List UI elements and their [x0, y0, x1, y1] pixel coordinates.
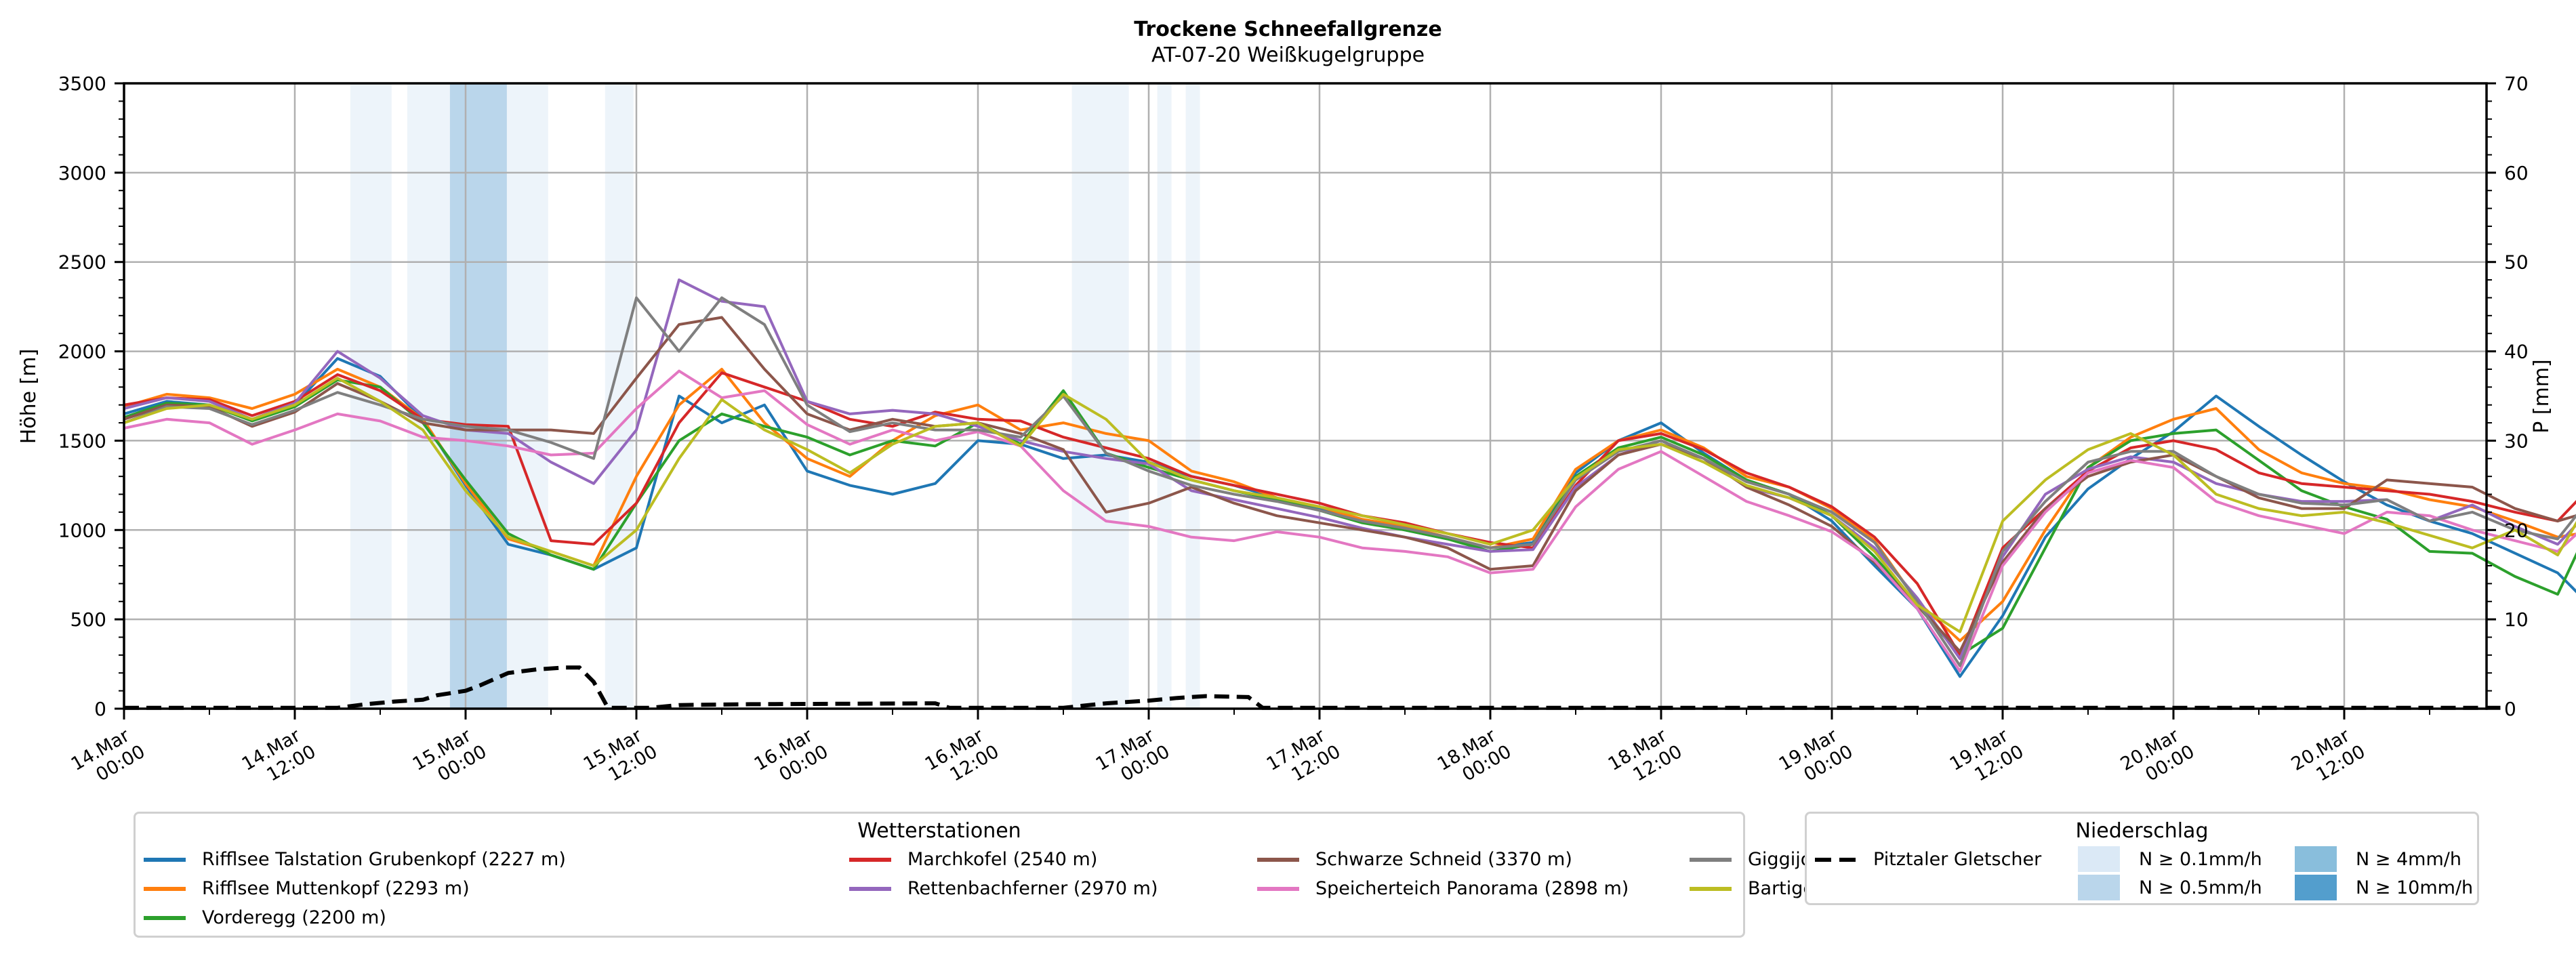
y-tick-label-right: 0: [2504, 698, 2516, 720]
legend-item-label: N ≥ 4mm/h: [2356, 848, 2461, 870]
y-tick-label-right: 20: [2504, 519, 2529, 541]
legend-item-precip-level: N ≥ 0.1mm/h: [2078, 846, 2262, 872]
chart-subtitle: AT-07-20 Weißkugelgruppe: [1151, 43, 1425, 67]
axes-frame: [123, 82, 2488, 710]
legend-item-station: Vorderegg (2200 m): [144, 907, 386, 928]
legend-item-pitztaler-gletscher: Pitztaler Gletscher: [1815, 849, 2041, 870]
precip-legend: Niederschlag Pitztaler Gletscher N ≥ 0.1…: [1805, 812, 2479, 905]
y-tick-label-left: 2500: [58, 251, 106, 274]
series-line-4: [123, 278, 2576, 661]
y-tick-label-left: 3500: [58, 72, 106, 95]
legend-item-label: Rettenbachferner (2970 m): [907, 878, 1158, 899]
y-axis-label-left: Höhe [m]: [17, 349, 41, 444]
legend-item-label: Speicherteich Panorama (2898 m): [1315, 878, 1629, 899]
y-tick-label-right: 40: [2504, 341, 2529, 363]
y-tick-label-left: 3000: [58, 162, 106, 184]
y-tick-label-left: 1500: [58, 430, 106, 452]
series-line-6: [123, 369, 2576, 673]
precip-legend-title: Niederschlag: [2075, 819, 2209, 843]
legend-item-station: Rifflsee Muttenkopf (2293 m): [144, 878, 470, 899]
y-axis-label-right: P [mm]: [2530, 359, 2554, 433]
legend-item-label: N ≥ 0.1mm/h: [2139, 848, 2262, 870]
precip-band: [449, 83, 507, 709]
legend-item-precip-level: N ≥ 4mm/h: [2295, 846, 2461, 872]
legend-item-station: Rifflsee Talstation Grubenkopf (2227 m): [144, 849, 566, 870]
y-tick-label-right: 60: [2504, 162, 2529, 184]
line-swatch: [1257, 857, 1299, 862]
legend-item-label: Marchkofel (2540 m): [907, 849, 1098, 870]
precip-band: [1185, 83, 1200, 709]
legend-item-label: Schwarze Schneid (3370 m): [1315, 849, 1572, 870]
legend-item-station: Schwarze Schneid (3370 m): [1257, 849, 1572, 870]
series-line-5: [123, 316, 2576, 653]
precip-band: [506, 83, 548, 709]
y-tick-label-left: 2000: [58, 341, 106, 363]
line-swatch: [1257, 886, 1299, 891]
line-swatch: [144, 857, 186, 862]
line-swatch: [1690, 886, 1732, 891]
color-swatch: [2295, 846, 2337, 872]
y-tick-label-right: 30: [2504, 430, 2529, 452]
series-line-0: [123, 357, 2576, 678]
precip-band: [407, 83, 450, 709]
legend-item-label: Pitztaler Gletscher: [1873, 849, 2042, 870]
legend-item-station: Marchkofel (2540 m): [849, 849, 1097, 870]
line-swatch: [144, 886, 186, 891]
y-tick-label-right: 10: [2504, 608, 2529, 631]
legend-item-precip-level: N ≥ 10mm/h: [2295, 875, 2473, 900]
precip-band: [1071, 83, 1129, 709]
series-line-1: [123, 367, 2576, 642]
legend-item-label: N ≥ 10mm/h: [2356, 877, 2474, 898]
y-tick-label-left: 500: [70, 608, 106, 631]
line-swatch: [144, 915, 186, 920]
legend-item-precip-level: N ≥ 0.5mm/h: [2078, 875, 2262, 900]
legend-item-label: Vorderegg (2200 m): [202, 907, 386, 928]
y-tick-label-right: 70: [2504, 72, 2529, 95]
legend-item-station: Rettenbachferner (2970 m): [849, 878, 1158, 899]
precip-line-pitztaler-gletscher: [124, 665, 2501, 710]
line-swatch: [849, 886, 891, 891]
y-tick-label-right: 50: [2504, 251, 2529, 274]
line-swatch: [1690, 857, 1732, 862]
y-tick-label-left: 1000: [58, 519, 106, 541]
color-swatch: [2295, 875, 2337, 900]
stations-legend-title: Wetterstationen: [857, 819, 1021, 843]
legend-item-label: Rifflsee Talstation Grubenkopf (2227 m): [202, 849, 566, 870]
dashed-line-swatch: [1815, 857, 1857, 862]
series-line-7: [123, 296, 2576, 667]
legend-item-label: N ≥ 0.5mm/h: [2139, 877, 2262, 898]
color-swatch: [2078, 846, 2120, 872]
y-tick-label-left: 0: [94, 698, 106, 720]
precip-band: [1157, 83, 1172, 709]
legend-item-station: Speicherteich Panorama (2898 m): [1257, 878, 1629, 899]
stations-legend: Wetterstationen Rifflsee Talstation Grub…: [134, 812, 1983, 938]
series-line-8: [123, 377, 2576, 633]
legend-item-label: Rifflsee Muttenkopf (2293 m): [202, 878, 470, 899]
chart-title: Trockene Schneefallgrenze: [1134, 18, 1442, 41]
line-swatch: [849, 857, 891, 862]
color-swatch: [2078, 875, 2120, 900]
